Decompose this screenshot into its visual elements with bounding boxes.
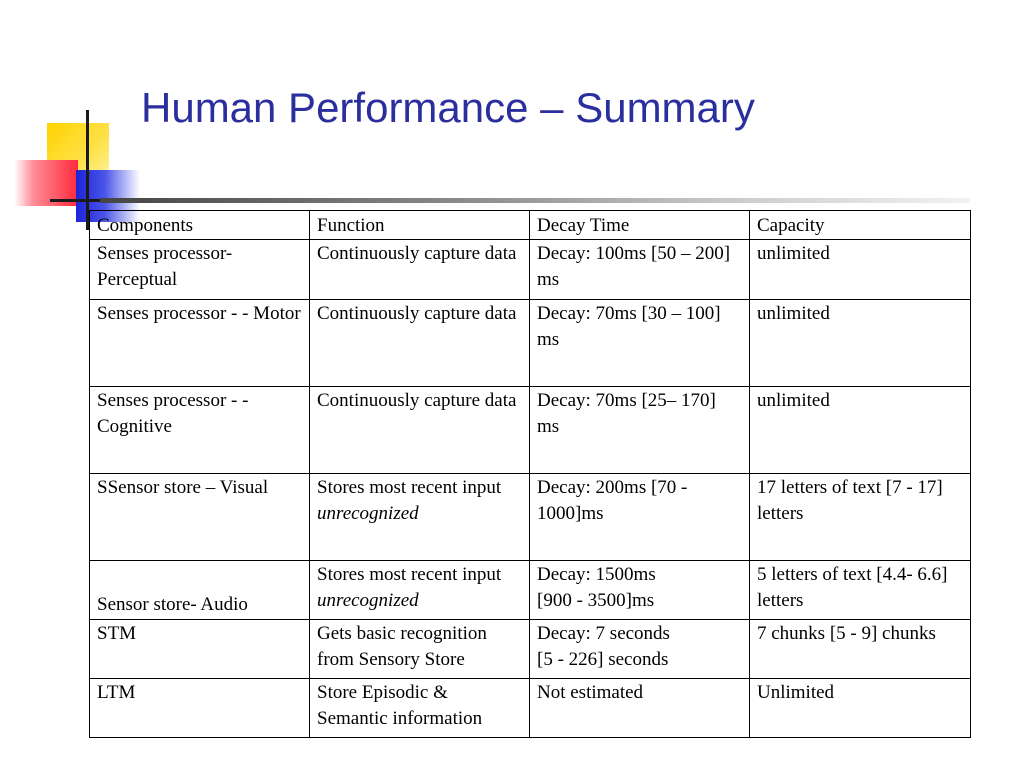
cell-component: Senses processor- Perceptual [89,239,310,300]
table-header-row: Components Function Decay Time Capacity [89,210,971,240]
column-header-components: Components [89,210,310,240]
cell-component: STM [89,619,310,679]
decor-red-square [14,160,78,206]
column-header-decay-time: Decay Time [529,210,750,240]
column-header-capacity: Capacity [749,210,971,240]
decay-line: [900 - 3500]ms [537,590,655,611]
decor-vertical-line [86,110,89,230]
cell-capacity: 17 letters of text [7 - 17] letters [749,473,971,561]
summary-table: Components Function Decay Time Capacity … [89,210,971,738]
cell-capacity: 7 chunks [5 - 9] chunks [749,619,971,679]
page-title: Human Performance – Summary [141,84,755,131]
decay-line: Decay: 1500ms [537,564,656,585]
cell-component: Senses processor - - Cognitive [89,386,310,474]
decay-line: Decay: 7 seconds [537,623,670,644]
table-row: Senses processor - - Motor Continuously … [89,299,971,387]
title-underline-rule [100,198,970,203]
table-row: Sensor store- Audio Stores most recent i… [89,560,971,620]
cell-decay-time: Decay: 200ms [70 - 1000]ms [529,473,750,561]
cell-function: Stores most recent input unrecognized [309,473,530,561]
cell-decay-time: Decay: 1500ms [900 - 3500]ms [529,560,750,620]
cell-capacity: unlimited [749,239,971,300]
cell-component: LTM [89,678,310,738]
function-text: Stores most recent input [317,477,502,498]
cell-function: Continuously capture data [309,239,530,300]
cell-decay-time: Decay: 7 seconds [5 - 226] seconds [529,619,750,679]
function-text: Stores most recent input [317,564,502,585]
cell-component: Sensor store- Audio [89,560,310,620]
cell-capacity: 5 letters of text [4.4- 6.6] letters [749,560,971,620]
table-row: Senses processor - - Cognitive Continuou… [89,386,971,474]
cell-capacity: unlimited [749,299,971,387]
cell-decay-time: Not estimated [529,678,750,738]
cell-component: SSensor store – Visual [89,473,310,561]
cell-capacity: unlimited [749,386,971,474]
cell-function: Continuously capture data [309,386,530,474]
table-row: STM Gets basic recognition from Sensory … [89,619,971,679]
column-header-function: Function [309,210,530,240]
cell-decay-time: Decay: 70ms [30 – 100] ms [529,299,750,387]
cell-function: Continuously capture data [309,299,530,387]
table-row: LTM Store Episodic & Semantic informatio… [89,678,971,738]
cell-function: Stores most recent input unrecognized [309,560,530,620]
table-row: Senses processor- Perceptual Continuousl… [89,239,971,300]
cell-capacity: Unlimited [749,678,971,738]
cell-function: Gets basic recognition from Sensory Stor… [309,619,530,679]
cell-function: Store Episodic & Semantic information [309,678,530,738]
cell-decay-time: Decay: 100ms [50 – 200] ms [529,239,750,300]
cell-decay-time: Decay: 70ms [25– 170] ms [529,386,750,474]
table-row: SSensor store – Visual Stores most recen… [89,473,971,561]
function-emphasis: unrecognized [317,590,419,611]
decay-line: [5 - 226] seconds [537,649,669,670]
decor-horizontal-line [50,199,140,202]
cell-component: Senses processor - - Motor [89,299,310,387]
function-emphasis: unrecognized [317,503,419,524]
